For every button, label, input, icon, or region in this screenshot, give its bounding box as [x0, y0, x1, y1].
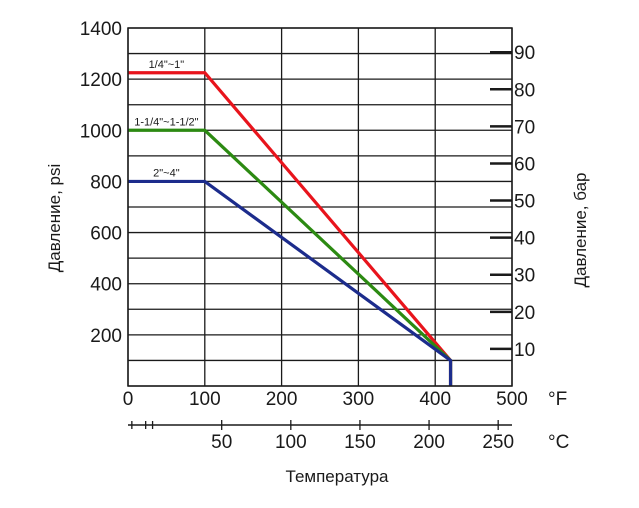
series-label: 1-1/4"~1-1/2" [134, 116, 198, 128]
y-tick-label: 600 [90, 224, 122, 245]
y2-tick-label: 30 [514, 266, 535, 287]
celsius-tick-label: 100 [275, 432, 307, 453]
x-axis-label: Температура [286, 467, 390, 486]
celsius-tick-label: 50 [211, 432, 232, 453]
x-unit-fahrenheit: °F [548, 389, 567, 410]
y-tick-label: 800 [90, 172, 122, 193]
y-tick-label: 1400 [80, 19, 122, 40]
y2-tick-label: 60 [514, 154, 535, 175]
y-axis-label-right: Давление, бар [571, 172, 590, 287]
celsius-tick-label: 250 [482, 432, 514, 453]
x-tick-label: 300 [343, 389, 375, 410]
y2-tick-label: 70 [514, 117, 535, 138]
series-lines [128, 71, 453, 386]
x-unit-celsius: °C [548, 432, 569, 453]
y-axis-label-left: Давление, psi [45, 164, 64, 273]
y2-tick-label: 90 [514, 43, 535, 64]
plot-frame [127, 27, 513, 387]
y2-tick-label: 40 [514, 229, 535, 250]
celsius-tick-label: 150 [344, 432, 376, 453]
celsius-tick-label: 200 [413, 432, 445, 453]
y2-tick-label: 20 [514, 303, 535, 324]
y-tick-label: 200 [90, 326, 122, 347]
series-line [128, 179, 453, 386]
x-tick-label: 400 [419, 389, 451, 410]
axes [127, 27, 513, 430]
x-tick-label: 100 [189, 389, 221, 410]
y2-tick-label: 10 [514, 340, 535, 361]
x-tick-label: 500 [496, 389, 528, 410]
y-tick-label: 1200 [80, 70, 122, 91]
series-label: 1/4"~1" [149, 59, 185, 71]
y2-tick-label: 50 [514, 192, 535, 213]
tick-labels: 200 400 600 800 1000 1200 1400 0 100 200 300 400 500… [80, 19, 535, 453]
x-tick-label: 0 [123, 389, 134, 410]
series-label: 2"~4" [153, 167, 180, 179]
y-tick-label: 1000 [80, 121, 122, 142]
x-tick-label: 200 [266, 389, 298, 410]
y2-tick-label: 80 [514, 80, 535, 101]
y-tick-label: 400 [90, 275, 122, 296]
